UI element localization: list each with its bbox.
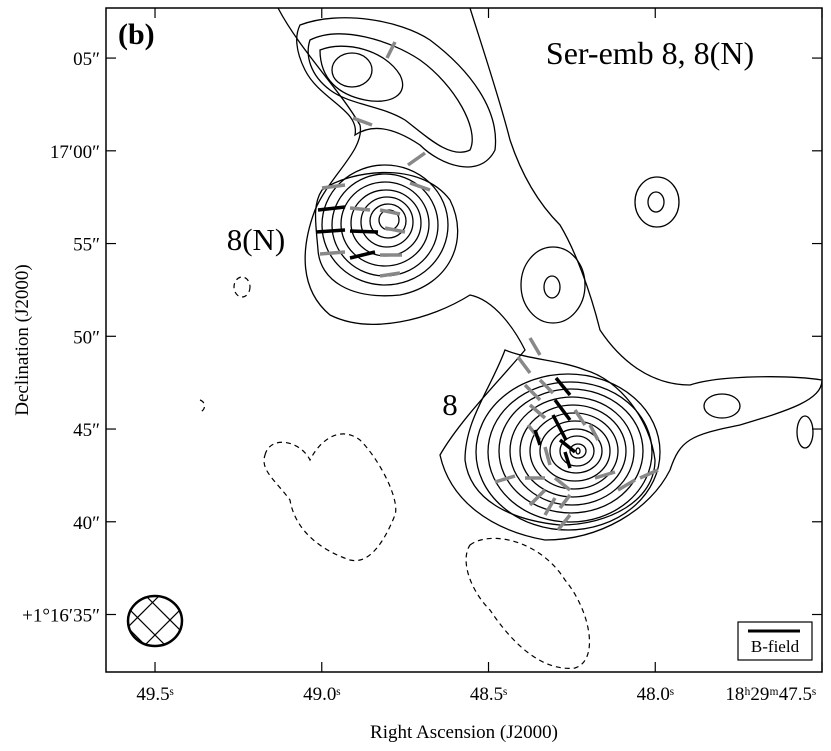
x-tick-label: 49.0ˢ: [303, 684, 340, 705]
source-label: 8(N): [227, 222, 286, 257]
x-tick-label: 18ʰ29ᵐ47.5ˢ: [725, 684, 816, 705]
y-tick-label: 55″: [73, 235, 100, 256]
polarization-vectors: [315, 41, 659, 532]
legend-label: B-field: [751, 637, 800, 656]
plot-frame: [105, 7, 823, 673]
x-tick-label: 48.5ˢ: [470, 684, 507, 705]
y-tick-label: 17′00″: [50, 142, 100, 163]
beam: [126, 594, 184, 648]
y-tick-label: +1°16′35″: [22, 606, 100, 627]
x-tick-label: 48.0ˢ: [637, 684, 674, 705]
source-label: 8: [442, 387, 458, 422]
y-tick-label: 05″: [73, 49, 100, 70]
panel-label: (b): [118, 18, 155, 51]
y-tick-label: 50″: [73, 327, 100, 348]
contours: [199, 8, 822, 669]
legend-box: [737, 621, 813, 661]
y-tick-label: 45″: [73, 420, 100, 441]
y-axis-label: Declination (J2000): [12, 264, 33, 415]
x-axis-label: Right Ascension (J2000): [370, 722, 558, 743]
x-tick-label: 49.5ˢ: [136, 684, 173, 705]
y-tick-label: 40″: [73, 513, 100, 534]
chart-title: Ser-emb 8, 8(N): [546, 35, 754, 71]
